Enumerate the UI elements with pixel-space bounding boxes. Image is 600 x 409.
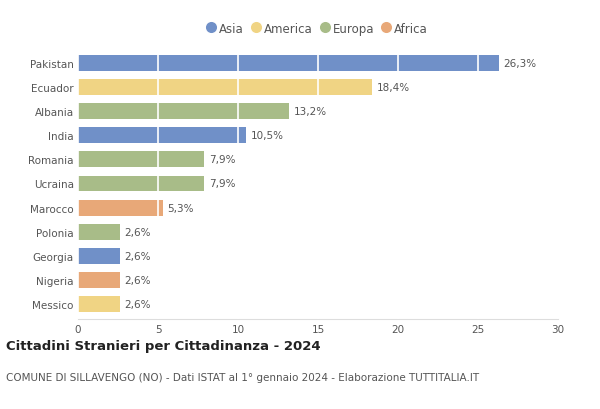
Bar xyxy=(78,176,205,192)
Text: 18,4%: 18,4% xyxy=(377,83,410,92)
Bar xyxy=(78,104,289,119)
Bar xyxy=(78,152,205,168)
Text: 7,9%: 7,9% xyxy=(209,155,236,165)
Text: 2,6%: 2,6% xyxy=(124,252,151,261)
Text: 26,3%: 26,3% xyxy=(503,58,537,69)
Bar xyxy=(78,273,119,288)
Bar xyxy=(78,225,119,240)
Bar xyxy=(78,297,119,312)
Bar xyxy=(78,200,163,216)
Text: Cittadini Stranieri per Cittadinanza - 2024: Cittadini Stranieri per Cittadinanza - 2… xyxy=(6,339,320,353)
Text: 7,9%: 7,9% xyxy=(209,179,236,189)
Text: 10,5%: 10,5% xyxy=(251,131,284,141)
Bar xyxy=(78,56,499,72)
Text: 2,6%: 2,6% xyxy=(124,299,151,310)
Bar xyxy=(78,249,119,264)
Bar xyxy=(78,128,246,144)
Text: 2,6%: 2,6% xyxy=(124,227,151,237)
Text: 2,6%: 2,6% xyxy=(124,276,151,285)
Legend: Asia, America, Europa, Africa: Asia, America, Europa, Africa xyxy=(208,22,428,36)
Bar xyxy=(78,80,373,95)
Text: 13,2%: 13,2% xyxy=(294,107,327,117)
Text: COMUNE DI SILLAVENGO (NO) - Dati ISTAT al 1° gennaio 2024 - Elaborazione TUTTITA: COMUNE DI SILLAVENGO (NO) - Dati ISTAT a… xyxy=(6,372,479,382)
Text: 5,3%: 5,3% xyxy=(167,203,194,213)
